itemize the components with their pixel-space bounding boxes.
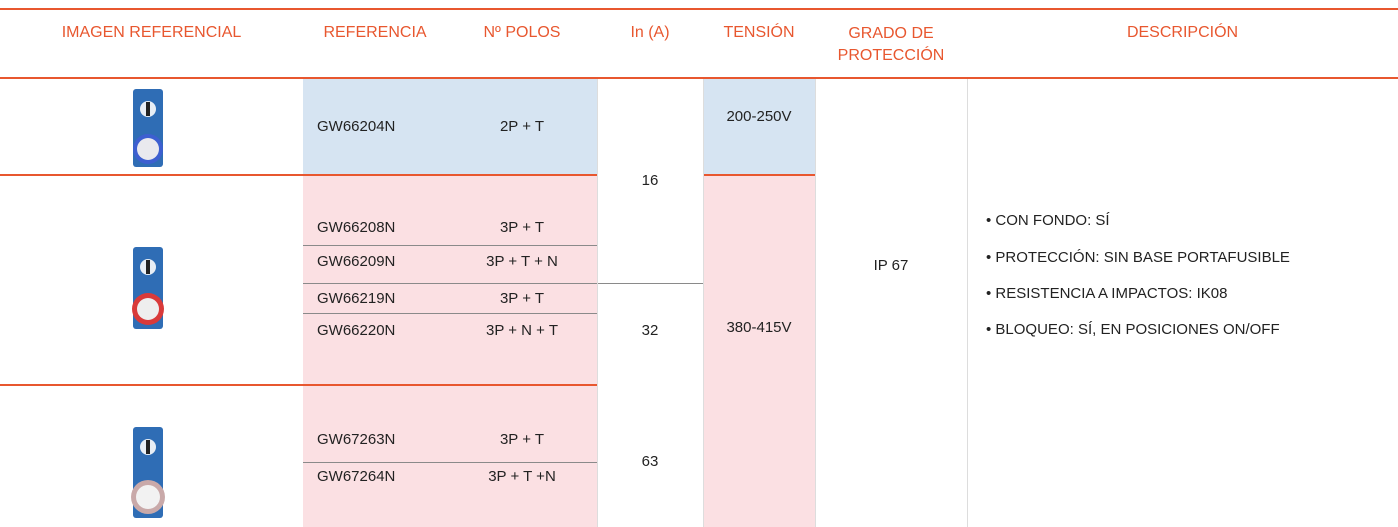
rule	[303, 283, 703, 284]
rule	[0, 8, 1398, 10]
header: In (A)	[630, 24, 670, 41]
bg	[303, 79, 597, 175]
rule	[303, 462, 597, 463]
rule	[0, 174, 597, 176]
cell: GW66209N	[317, 253, 396, 270]
cell: GW66219N	[317, 290, 396, 307]
cell: GW66204N	[317, 118, 396, 135]
rule	[703, 174, 815, 176]
header: REFERENCIA	[323, 24, 427, 41]
voltage: 200-250V	[726, 107, 792, 125]
rule	[597, 79, 598, 527]
product-image	[133, 89, 163, 167]
cell: 3P + T	[499, 219, 545, 236]
header: TENSIÓN	[723, 24, 795, 41]
current: 63	[641, 452, 659, 470]
protection: IP 67	[873, 256, 909, 274]
rule	[815, 79, 816, 527]
cell: GW66220N	[317, 322, 396, 339]
header: IMAGEN REFERENCIAL	[61, 24, 242, 41]
cell: 3P + T + N	[486, 253, 558, 270]
bg	[703, 79, 815, 175]
rule	[703, 79, 704, 527]
description-item: • BLOQUEO: SÍ, EN POSICIONES ON/OFF	[986, 321, 1280, 338]
description-item: • CON FONDO: SÍ	[986, 212, 1110, 229]
cell: GW67264N	[317, 468, 396, 485]
description: • CON FONDO: SÍ • PROTECCIÓN: SIN BASE P…	[986, 212, 1290, 341]
cell: 3P + T	[499, 431, 545, 448]
voltage: 380-415V	[726, 318, 792, 336]
bg	[703, 176, 815, 527]
cell: 3P + N + T	[486, 322, 558, 339]
current: 16	[641, 171, 659, 189]
description-item: • RESISTENCIA A IMPACTOS: IK08	[986, 285, 1228, 302]
current: 32	[641, 321, 659, 339]
cell: 3P + T +N	[488, 468, 556, 485]
product-image	[132, 247, 164, 329]
header: Nº POLOS	[483, 24, 561, 41]
product-image	[131, 427, 165, 518]
rule	[303, 313, 597, 314]
rule	[0, 77, 1398, 79]
cell: GW66208N	[317, 219, 396, 236]
cell: GW67263N	[317, 431, 396, 448]
rule	[303, 245, 597, 246]
cell: 3P + T	[499, 290, 545, 307]
rule	[0, 384, 597, 386]
header: GRADO DE PROTECCIÓN	[837, 25, 945, 64]
description-item: • PROTECCIÓN: SIN BASE PORTAFUSIBLE	[986, 249, 1290, 266]
cell: 2P + T	[499, 118, 545, 135]
rule	[967, 79, 968, 527]
header: DESCRIPCIÓN	[1126, 24, 1239, 41]
bg	[303, 176, 597, 527]
